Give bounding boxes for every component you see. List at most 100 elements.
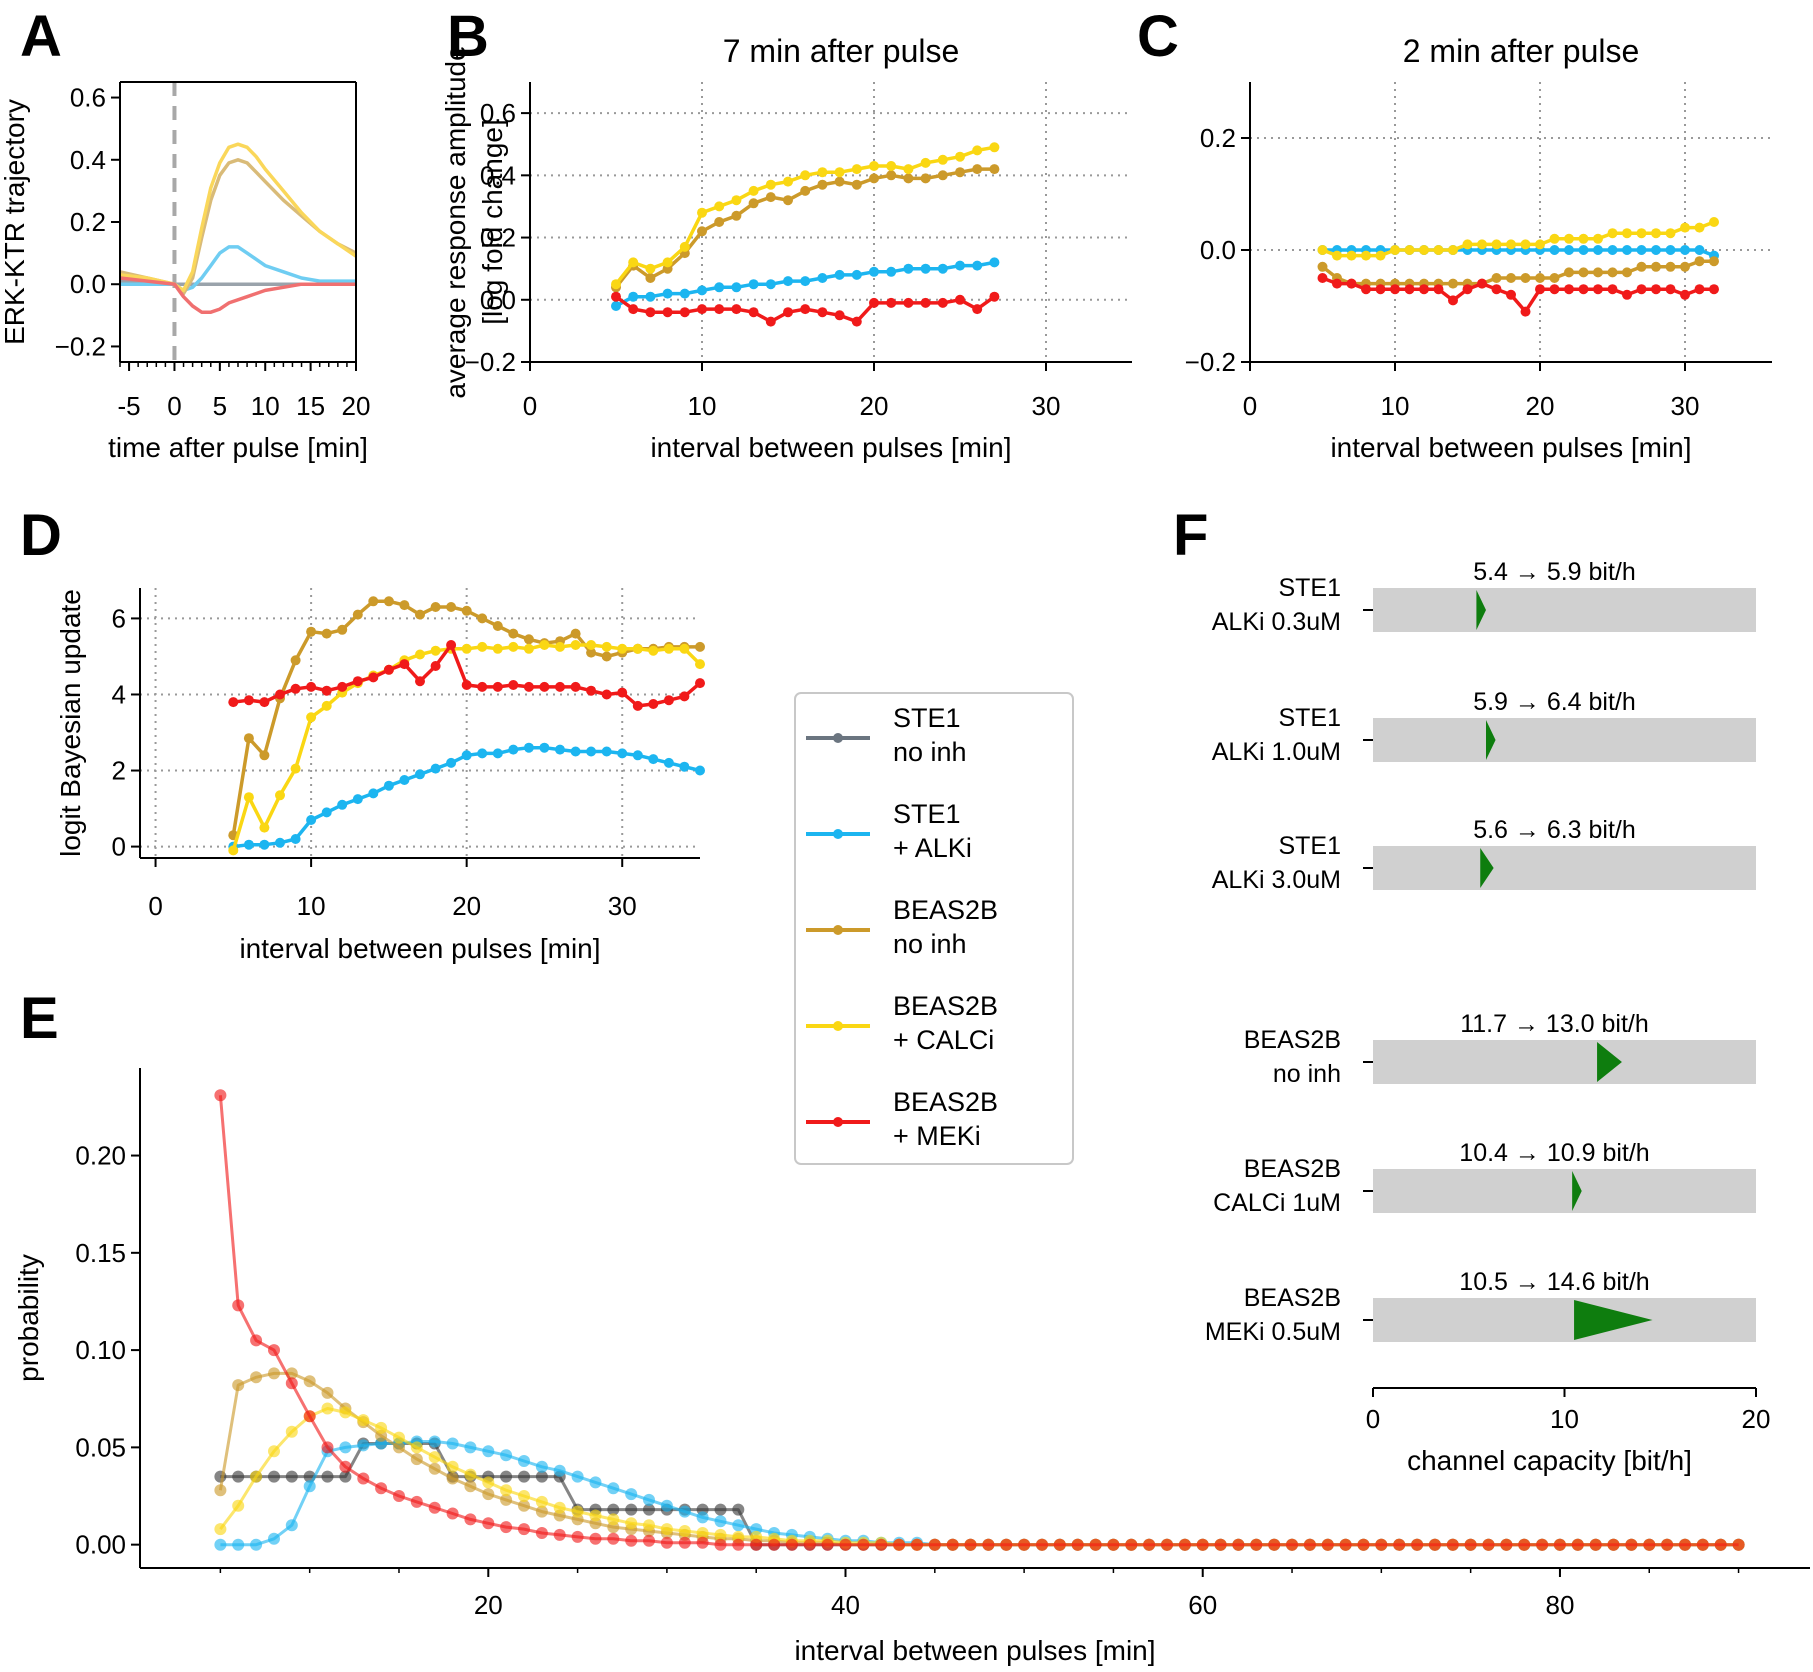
data-point	[611, 291, 621, 302]
data-point	[660, 1536, 673, 1549]
category-label-line2: ALKi 0.3uM	[1212, 608, 1341, 636]
data-point	[903, 297, 914, 308]
data-point	[1286, 1538, 1298, 1551]
legend-label-line1: STE1	[893, 703, 961, 733]
data-point	[1491, 239, 1502, 250]
data-point	[518, 1523, 530, 1536]
category-label-line2: ALKi 1.0uM	[1212, 738, 1341, 766]
data-point	[243, 792, 254, 803]
data-point	[1732, 1538, 1745, 1551]
data-point	[306, 626, 317, 637]
data-point	[1036, 1538, 1048, 1551]
data-point	[357, 1414, 370, 1427]
legend-swatch-dot	[833, 733, 843, 743]
data-point	[903, 263, 914, 274]
data-point	[321, 1386, 334, 1399]
category-label-line2: no inh	[1273, 1060, 1341, 1088]
legend-swatch-dot	[833, 1021, 843, 1031]
data-point	[570, 746, 581, 757]
data-point	[1339, 1538, 1352, 1551]
legend-entry: STE1 + ALKi	[806, 799, 972, 863]
data-point	[410, 1495, 423, 1508]
data-point	[446, 1507, 459, 1520]
data-point	[1661, 1538, 1674, 1551]
data-point	[393, 1431, 405, 1444]
data-point	[1491, 273, 1502, 283]
data-point	[695, 765, 705, 776]
data-point	[539, 681, 550, 692]
data-point	[851, 316, 862, 327]
data-point	[750, 1538, 763, 1551]
y-tick-label: 0.6	[70, 83, 106, 113]
data-point	[555, 641, 565, 652]
data-point	[697, 304, 707, 315]
data-point	[259, 822, 270, 833]
data-point	[492, 643, 503, 654]
data-point	[1553, 1538, 1566, 1551]
data-point	[339, 1441, 352, 1454]
data-point	[1303, 1538, 1316, 1551]
data-point	[857, 1538, 870, 1551]
data-point	[1464, 1538, 1477, 1551]
data-point	[643, 1503, 655, 1516]
data-point	[920, 173, 931, 184]
data-point	[663, 643, 674, 654]
chart-panel-e: 20 40 60 80 0.00 0.05 0.10 0.15 0.20 interval bet…	[13, 1068, 1810, 1666]
legend-entry: BEAS2B + MEKi	[806, 1087, 998, 1151]
data-point	[250, 1334, 263, 1347]
data-point	[1250, 1538, 1263, 1551]
y-tick-label: 2	[112, 756, 126, 786]
data-point	[660, 1499, 673, 1512]
data-point	[428, 1451, 441, 1464]
data-point	[383, 664, 394, 675]
capacity-change-label: 5.9 → 6.4 bit/h	[1473, 688, 1636, 716]
data-point	[679, 691, 690, 702]
data-point	[1520, 239, 1531, 250]
x-tick-label: 10	[1550, 1404, 1579, 1434]
data-point	[1143, 1538, 1156, 1551]
data-point	[803, 1538, 816, 1551]
data-point	[1477, 278, 1487, 289]
data-point	[1589, 1538, 1602, 1551]
data-point	[679, 241, 690, 252]
data-point	[834, 310, 845, 321]
data-point	[617, 748, 628, 759]
data-point	[1694, 284, 1705, 295]
data-point	[1375, 1538, 1388, 1551]
data-point	[1636, 261, 1647, 272]
data-point	[601, 651, 612, 662]
chart-panel-a: -5 0 5 10 15 20 −0.2 0.0 0.2 0.4 0.6 time after pul…	[0, 81, 370, 463]
data-point	[553, 1464, 566, 1477]
data-point	[1332, 278, 1342, 289]
x-tick-label: 80	[1545, 1590, 1574, 1620]
legend-label-line1: BEAS2B	[893, 991, 998, 1021]
data-point	[570, 681, 581, 692]
data-point	[508, 628, 519, 639]
data-point	[1357, 1538, 1370, 1551]
data-point	[920, 297, 931, 308]
data-point	[268, 1344, 280, 1357]
data-point	[1196, 1538, 1209, 1551]
data-point	[321, 685, 332, 696]
data-point	[625, 1517, 638, 1530]
data-point	[321, 1470, 334, 1483]
data-point	[461, 643, 472, 654]
data-point	[648, 754, 659, 765]
data-point	[477, 748, 488, 759]
y-tick-label: 0.4	[70, 145, 106, 175]
y-tick-label: 0.0	[70, 269, 106, 299]
data-point	[783, 176, 793, 187]
x-tick-label: 5	[213, 391, 227, 421]
data-point	[375, 1421, 388, 1434]
x-tick-label: 30	[1032, 391, 1061, 421]
data-point	[695, 678, 705, 689]
x-tick-label: 30	[608, 891, 637, 921]
series-line	[1321, 259, 1714, 286]
y-tick-label: 4	[112, 679, 126, 709]
data-point	[1419, 284, 1429, 295]
data-point	[508, 641, 519, 652]
data-point	[428, 1462, 441, 1475]
data-point	[678, 1536, 691, 1549]
data-point	[1625, 1538, 1638, 1551]
data-point	[1506, 239, 1516, 250]
